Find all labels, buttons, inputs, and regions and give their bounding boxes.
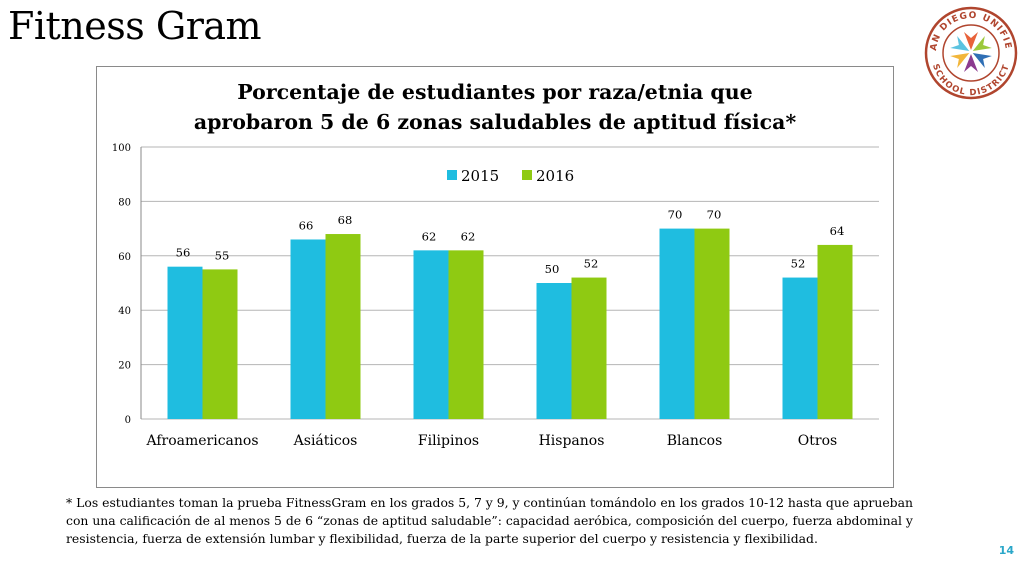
- slide-title: Fitness Gram: [8, 4, 262, 48]
- bar: [536, 283, 572, 419]
- bar: [202, 269, 238, 419]
- legend-label: 2016: [536, 167, 574, 185]
- data-label: 50: [545, 262, 560, 276]
- data-label: 56: [176, 246, 191, 260]
- bar: [290, 239, 326, 419]
- star-petal: [964, 54, 978, 72]
- chart-title-line: aprobaron 5 de 6 zonas saludables de apt…: [194, 110, 797, 134]
- bar: [325, 234, 361, 419]
- y-tick-label: 0: [125, 415, 131, 426]
- x-tick-label: Hispanos: [539, 433, 605, 449]
- bar: [571, 277, 607, 419]
- data-label: 68: [338, 213, 353, 227]
- bar: [782, 277, 818, 419]
- data-label: 64: [830, 224, 845, 238]
- footnote: * Los estudiantes toman la prueba Fitnes…: [66, 495, 913, 546]
- data-label: 52: [791, 257, 806, 271]
- data-label: 62: [422, 229, 437, 243]
- page-number: 14: [998, 544, 1014, 557]
- district-logo-graphic: SAN DIEGO UNIFIED SCHOOL DISTRICT: [914, 0, 1018, 100]
- x-tick-label: Otros: [798, 433, 837, 449]
- district-logo: SAN DIEGO UNIFIED SCHOOL DISTRICT: [914, 0, 1024, 106]
- y-tick-label: 100: [112, 143, 131, 154]
- x-tick-label: Blancos: [667, 433, 723, 449]
- star-petal: [964, 32, 978, 50]
- data-label: 70: [707, 208, 722, 222]
- bar: [694, 228, 730, 419]
- data-label: 70: [668, 208, 683, 222]
- bar: [817, 244, 853, 419]
- data-label: 52: [584, 257, 599, 271]
- data-label: 66: [299, 218, 314, 232]
- x-tick-label: Afroamericanos: [145, 433, 258, 449]
- bar: [448, 250, 484, 419]
- bar-chart: Porcentaje de estudiantes por raza/etnia…: [112, 80, 879, 449]
- y-tick-label: 20: [118, 361, 131, 372]
- star-icon: [950, 32, 992, 72]
- data-label: 62: [461, 229, 476, 243]
- legend-label: 2015: [461, 167, 499, 185]
- star-petal: [950, 53, 970, 69]
- star-petal: [972, 35, 992, 51]
- legend-swatch: [522, 170, 532, 180]
- y-tick-label: 40: [118, 306, 131, 317]
- y-tick-label: 80: [118, 197, 131, 208]
- x-tick-label: Asiáticos: [293, 433, 358, 449]
- chart-frame: Porcentaje de estudiantes por raza/etnia…: [96, 66, 894, 488]
- y-tick-label: 60: [118, 252, 131, 263]
- bar: [659, 228, 695, 419]
- bar: [167, 266, 203, 419]
- chart-title-line: Porcentaje de estudiantes por raza/etnia…: [237, 80, 752, 104]
- x-tick-label: Filipinos: [418, 433, 479, 449]
- data-label: 55: [215, 248, 230, 262]
- star-petal: [950, 35, 970, 51]
- bar: [413, 250, 449, 419]
- legend-swatch: [447, 170, 457, 180]
- star-petal: [972, 53, 992, 69]
